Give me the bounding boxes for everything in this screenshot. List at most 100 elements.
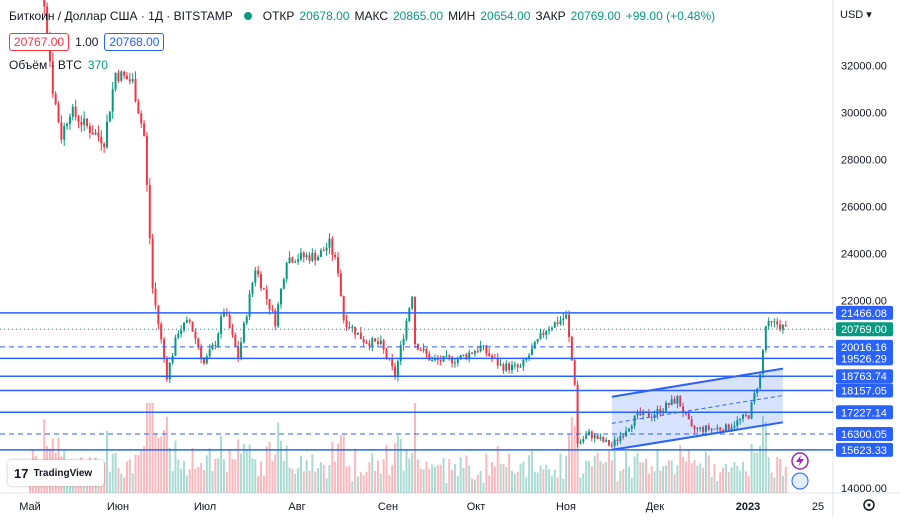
- volume-bar: [587, 460, 590, 493]
- level-label: 18157.05: [841, 385, 887, 397]
- candle-body: [396, 361, 399, 377]
- candle-body: [550, 327, 553, 330]
- volume-bar: [291, 469, 294, 493]
- x-tick-label: 25: [812, 501, 824, 513]
- candle-body: [570, 336, 573, 361]
- volume-bars: [29, 403, 787, 493]
- volume-bar: [262, 475, 265, 493]
- candle-body: [376, 341, 379, 345]
- candle-body: [305, 255, 308, 258]
- candle-body: [117, 72, 120, 81]
- low-value: 20654.00: [480, 9, 531, 23]
- candle-body: [100, 136, 103, 144]
- candle-body: [536, 338, 539, 342]
- volume-bar: [502, 464, 505, 493]
- volume-bar: [568, 434, 571, 493]
- volume-bar: [302, 471, 305, 493]
- candle-body: [784, 325, 787, 327]
- candle-body: [282, 279, 285, 289]
- candle-body: [359, 332, 362, 340]
- volume-bar: [260, 461, 263, 493]
- candle-body: [325, 247, 328, 251]
- volume-bar: [183, 460, 186, 493]
- spread-value: 1.00: [75, 35, 99, 49]
- candle-body: [636, 411, 639, 416]
- volume-bar: [379, 473, 382, 493]
- candle-body: [488, 353, 491, 356]
- volume-bar: [653, 471, 656, 493]
- volume-bar: [311, 454, 314, 493]
- candle-body: [473, 351, 476, 354]
- volume-bar: [570, 416, 573, 493]
- candle-body: [633, 415, 636, 426]
- candle-body: [431, 360, 434, 362]
- volume-bar: [165, 416, 168, 493]
- volume-bar: [408, 458, 411, 493]
- volume-bar: [585, 460, 588, 493]
- volume-bar: [639, 462, 642, 493]
- volume-bar: [157, 437, 160, 493]
- bid-ask-row: 20767.00 1.00 20768.00: [9, 33, 165, 51]
- volume-bar: [545, 464, 548, 493]
- settings-gear-icon[interactable]: [863, 499, 875, 511]
- candle-body: [742, 414, 744, 419]
- candle-body: [202, 358, 205, 364]
- volume-bar: [636, 452, 639, 493]
- volume-bar: [200, 462, 203, 493]
- volume-bar: [188, 469, 191, 493]
- candle-body: [553, 322, 556, 328]
- candle-body: [605, 439, 608, 442]
- ask-button[interactable]: 20768.00: [104, 33, 165, 51]
- level-label: 20016.16: [841, 342, 887, 354]
- volume-bar: [613, 450, 616, 493]
- candle-body: [476, 351, 479, 353]
- volume-bar: [707, 455, 710, 493]
- volume-bar: [693, 460, 696, 493]
- candle-body: [639, 411, 642, 415]
- candle-body: [764, 326, 767, 351]
- candle-body: [71, 106, 74, 117]
- level-label: 16300.05: [841, 429, 887, 441]
- volume-bar: [744, 471, 747, 493]
- volume-bar: [485, 453, 488, 493]
- volume-bar: [479, 470, 482, 493]
- volume-bar: [322, 464, 325, 493]
- candle-body: [522, 360, 525, 367]
- candle-body: [328, 238, 331, 248]
- volume-bar: [185, 475, 188, 493]
- candle-body: [163, 339, 166, 359]
- tradingview-logo[interactable]: 17 TradingView: [8, 460, 104, 486]
- candle-body: [405, 320, 408, 339]
- x-tick-label: Май: [19, 501, 41, 513]
- bid-button[interactable]: 20767.00: [9, 33, 70, 51]
- volume-bar: [590, 466, 593, 493]
- volume-bar: [767, 457, 770, 493]
- volume-bar: [525, 477, 528, 493]
- volume-bar: [271, 460, 274, 493]
- candle-body: [453, 362, 456, 364]
- volume-bar: [582, 473, 585, 493]
- candle-body: [391, 359, 394, 367]
- candle-body: [354, 326, 357, 335]
- candle-body: [422, 348, 425, 351]
- volume-bar: [125, 461, 128, 493]
- volume-bar: [106, 430, 109, 493]
- volume-bar: [328, 465, 331, 493]
- candle-body: [499, 364, 502, 366]
- volume-bar: [747, 476, 750, 493]
- candle-body: [268, 299, 271, 310]
- candle-body: [277, 304, 280, 327]
- volume-bar: [240, 453, 243, 493]
- volume-bar: [365, 471, 368, 493]
- volume-bar: [562, 479, 565, 493]
- volume-bar: [473, 480, 476, 493]
- volume-bar: [217, 458, 220, 493]
- candle-body: [485, 345, 488, 354]
- volume-bar: [231, 459, 234, 493]
- candle-body: [630, 425, 633, 429]
- candle-body: [322, 250, 325, 252]
- currency-selector[interactable]: USD ▾: [840, 9, 872, 21]
- level-label: 18763.74: [841, 371, 887, 383]
